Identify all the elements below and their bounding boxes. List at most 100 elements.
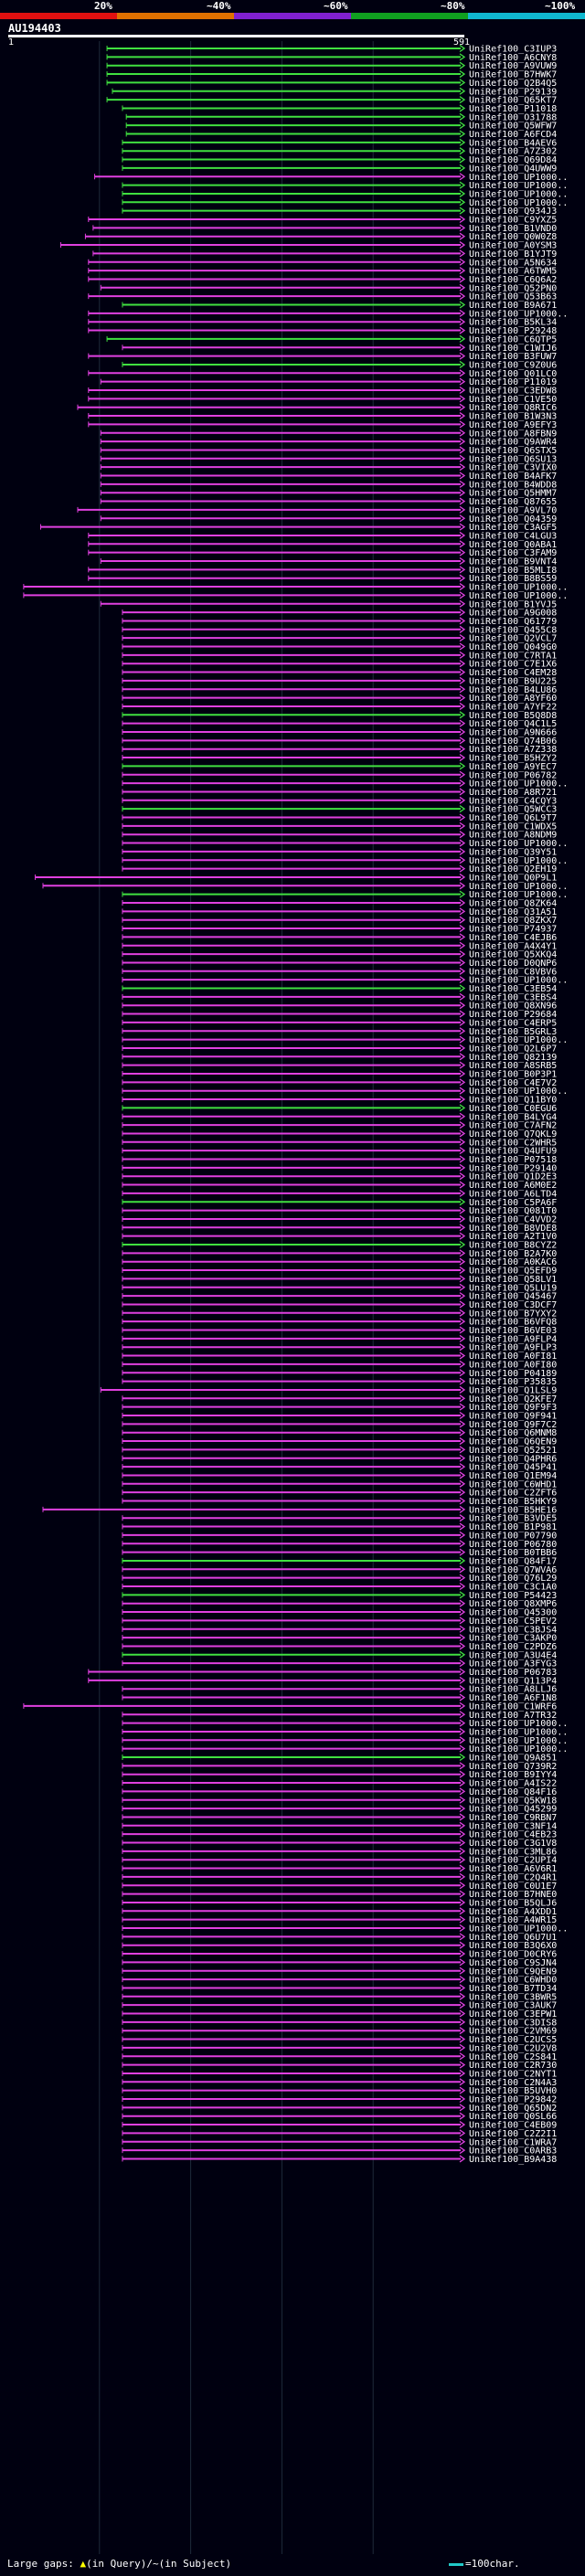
hit-label[interactable]: UniRef100_C6WHD1: [469, 1479, 557, 1489]
hit-label[interactable]: UniRef100_UP1000..: [469, 1719, 568, 1729]
hit-label[interactable]: UniRef100_A9VUW9: [469, 61, 557, 71]
hit-label[interactable]: UniRef100_C1VE50: [469, 395, 557, 405]
hit-label[interactable]: UniRef100_UP1000..: [469, 1087, 568, 1097]
hit-label[interactable]: UniRef100_UP1000..: [469, 976, 568, 986]
hit-label[interactable]: UniRef100_C7RTA1: [469, 651, 557, 661]
hit-label[interactable]: UniRef100_B9U225: [469, 676, 557, 686]
hit-label[interactable]: UniRef100_C5PEV2: [469, 1617, 557, 1627]
hit-label[interactable]: UniRef100_C9RBN7: [469, 1813, 557, 1823]
hit-label[interactable]: UniRef100_C2Q4R1: [469, 1872, 557, 1882]
hit-label[interactable]: UniRef100_Q45299: [469, 1805, 557, 1815]
hit-label[interactable]: UniRef100_B7TD34: [469, 1984, 557, 1994]
hit-label[interactable]: UniRef100_Q52PN0: [469, 283, 557, 293]
hit-label[interactable]: UniRef100_B5HE16: [469, 1505, 557, 1515]
hit-label[interactable]: UniRef100_Q0ABA1: [469, 540, 557, 550]
hit-label[interactable]: UniRef100_P54423: [469, 1591, 557, 1601]
hit-label[interactable]: UniRef100_P11019: [469, 377, 557, 387]
hit-label[interactable]: UniRef100_A6FCD4: [469, 130, 557, 140]
hit-label[interactable]: UniRef100_A4IS22: [469, 1779, 557, 1789]
hit-label[interactable]: UniRef100_UP1000..: [469, 181, 568, 191]
hit-label[interactable]: UniRef100_C2WHR5: [469, 1138, 557, 1148]
hit-label[interactable]: UniRef100_A4WR15: [469, 1915, 557, 1925]
hit-label[interactable]: UniRef100_Q5XKQ4: [469, 950, 557, 960]
hit-label[interactable]: UniRef100_Q52521: [469, 1446, 557, 1456]
hit-label[interactable]: UniRef100_C5PA6F: [469, 1198, 557, 1208]
hit-label[interactable]: UniRef100_UP1000..: [469, 198, 568, 208]
hit-label[interactable]: UniRef100_A9G008: [469, 609, 557, 619]
hit-label[interactable]: UniRef100_A7TR32: [469, 1711, 557, 1721]
hit-label[interactable]: UniRef100_Q1LSL9: [469, 1385, 557, 1395]
hit-label[interactable]: UniRef100_C3IUP3: [469, 45, 557, 55]
hit-label[interactable]: UniRef100_B0P3P1: [469, 1070, 557, 1080]
hit-label[interactable]: UniRef100_UP1000..: [469, 1736, 568, 1746]
hit-label[interactable]: UniRef100_Q8ZKX7: [469, 916, 557, 926]
hit-label[interactable]: UniRef100_B7HNE0: [469, 1890, 557, 1900]
hit-label[interactable]: UniRef100_C3VIX0: [469, 463, 557, 473]
hit-label[interactable]: UniRef100_UP1000..: [469, 189, 568, 199]
hit-label[interactable]: UniRef100_Q1D2E3: [469, 1172, 557, 1182]
hit-label[interactable]: UniRef100_A4X4Y1: [469, 941, 557, 951]
hit-label[interactable]: UniRef100_Q5LU19: [469, 1283, 557, 1293]
hit-label[interactable]: UniRef100_A8YF60: [469, 694, 557, 704]
hit-label[interactable]: UniRef100_A3U4E4: [469, 1650, 557, 1660]
hit-label[interactable]: UniRef100_P04189: [469, 1369, 557, 1379]
hit-label[interactable]: UniRef100_C0EGU6: [469, 1104, 557, 1114]
hit-label[interactable]: UniRef100_C3EBS4: [469, 992, 557, 1002]
hit-label[interactable]: UniRef100_C3DIS8: [469, 2018, 557, 2028]
hit-label[interactable]: UniRef100_Q0SL66: [469, 2112, 557, 2122]
hit-label[interactable]: UniRef100_A0FI80: [469, 1360, 557, 1370]
hit-label[interactable]: UniRef100_O31788: [469, 112, 557, 122]
hit-label[interactable]: UniRef100_Q0P9L1: [469, 873, 557, 883]
hit-label[interactable]: UniRef100_C6Q6A2: [469, 275, 557, 285]
hit-label[interactable]: UniRef100_C3AGF5: [469, 523, 557, 533]
hit-label[interactable]: UniRef100_B1YJT9: [469, 249, 557, 260]
hit-label[interactable]: UniRef100_UP1000..: [469, 839, 568, 849]
hit-label[interactable]: UniRef100_P07518: [469, 1155, 557, 1165]
hit-label[interactable]: UniRef100_C3ML86: [469, 1847, 557, 1857]
hit-label[interactable]: UniRef100_C3FAM9: [469, 548, 557, 558]
hit-label[interactable]: UniRef100_Q6U7U1: [469, 1933, 557, 1943]
hit-label[interactable]: UniRef100_B3VDE5: [469, 1514, 557, 1524]
hit-label[interactable]: UniRef100_Q4C1L5: [469, 719, 557, 729]
hit-label[interactable]: UniRef100_Q2L6P7: [469, 1044, 557, 1054]
hit-label[interactable]: UniRef100_Q4UFU9: [469, 1147, 557, 1157]
hit-label[interactable]: UniRef100_P29248: [469, 326, 557, 336]
hit-label[interactable]: UniRef100_A9FLP3: [469, 1343, 557, 1353]
hit-label[interactable]: UniRef100_A8NDM9: [469, 831, 557, 841]
hit-label[interactable]: UniRef100_B9A671: [469, 301, 557, 311]
hit-label[interactable]: UniRef100_C3DCF7: [469, 1300, 557, 1310]
hit-label[interactable]: UniRef100_A6LTD4: [469, 1189, 557, 1199]
hit-label[interactable]: UniRef100_C2PDZ6: [469, 1642, 557, 1652]
hit-label[interactable]: UniRef100_B2A7K0: [469, 1249, 557, 1259]
hit-label[interactable]: UniRef100_Q9AWR4: [469, 438, 557, 448]
hit-label[interactable]: UniRef100_Q1EM94: [469, 1471, 557, 1481]
hit-label[interactable]: UniRef100_C4EJB6: [469, 933, 557, 943]
hit-label[interactable]: UniRef100_P29684: [469, 1010, 557, 1020]
hit-label[interactable]: UniRef100_C2ZFT6: [469, 1489, 557, 1499]
hit-label[interactable]: UniRef100_C3EPW1: [469, 2009, 557, 2019]
hit-label[interactable]: UniRef100_Q31A51: [469, 907, 557, 917]
hit-label[interactable]: UniRef100_B4AFK7: [469, 472, 557, 482]
hit-label[interactable]: UniRef100_C4VVD2: [469, 1214, 557, 1224]
hit-label[interactable]: UniRef100_C2Z2I1: [469, 2129, 557, 2139]
hit-label[interactable]: UniRef100_C1WIJ6: [469, 344, 557, 354]
hit-label[interactable]: UniRef100_A7YF22: [469, 702, 557, 712]
hit-label[interactable]: UniRef100_P35835: [469, 1377, 557, 1387]
hit-label[interactable]: UniRef100_B5Q8D8: [469, 711, 557, 721]
hit-label[interactable]: UniRef100_UP1000..: [469, 1744, 568, 1754]
hit-label[interactable]: UniRef100_P29842: [469, 2095, 557, 2105]
hit-label[interactable]: UniRef100_P06780: [469, 1540, 557, 1550]
hit-label[interactable]: UniRef100_UP1000..: [469, 591, 568, 601]
hit-label[interactable]: UniRef100_Q8ZK64: [469, 899, 557, 909]
hit-label[interactable]: UniRef100_C3G1V8: [469, 1839, 557, 1849]
hit-label[interactable]: UniRef100_Q8XMP6: [469, 1599, 557, 1609]
hit-label[interactable]: UniRef100_B1YVJ5: [469, 599, 557, 610]
hit-label[interactable]: UniRef100_P74937: [469, 925, 557, 935]
hit-label[interactable]: UniRef100_Q04359: [469, 514, 557, 525]
hit-label[interactable]: UniRef100_C2N4A3: [469, 2078, 557, 2088]
hit-label[interactable]: UniRef100_B1P981: [469, 1522, 557, 1532]
hit-label[interactable]: UniRef100_A4XDD1: [469, 1907, 557, 1917]
hit-label[interactable]: UniRef100_C4ERP5: [469, 1018, 557, 1028]
hit-label[interactable]: UniRef100_C2UPI4: [469, 1856, 557, 1866]
hit-label[interactable]: UniRef100_C3EDW8: [469, 387, 557, 397]
